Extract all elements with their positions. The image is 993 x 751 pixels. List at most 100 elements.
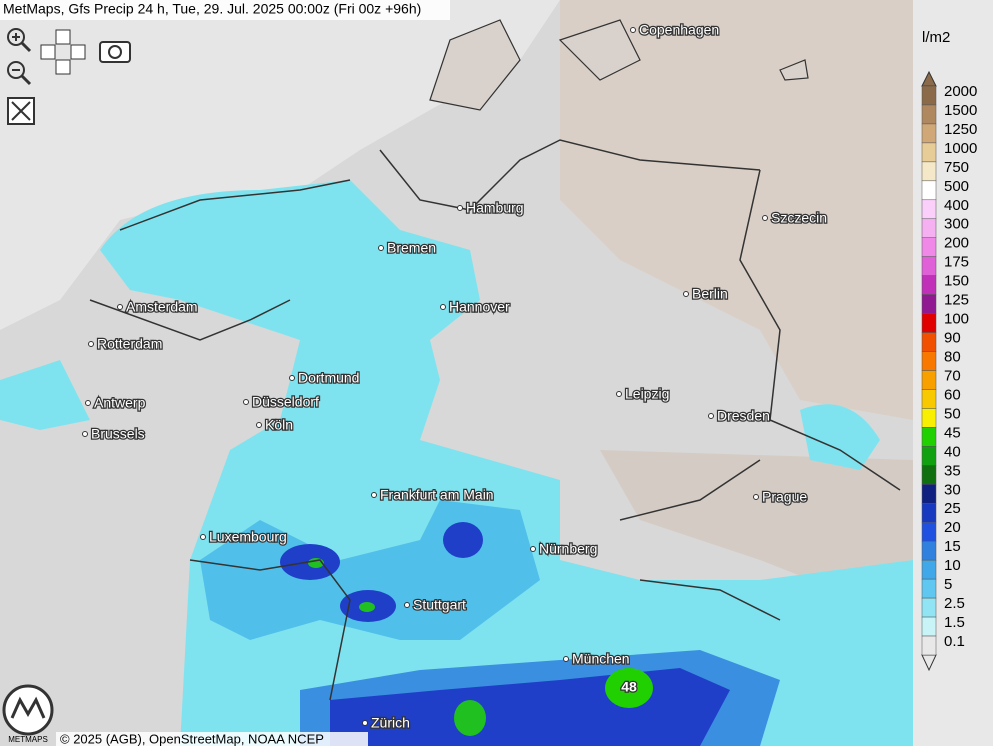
toolbar [7, 28, 131, 125]
precip-light [0, 360, 90, 430]
city-dot [289, 375, 295, 381]
city-dot [762, 215, 768, 221]
logo [2, 684, 54, 736]
legend-swatch [921, 370, 937, 390]
legend-label: 20 [944, 519, 961, 536]
city-dot [708, 413, 714, 419]
city-label: Frankfurt am Main [380, 487, 494, 503]
legend-label: 45 [944, 424, 961, 441]
legend-swatch [921, 578, 937, 599]
legend-swatch [921, 218, 937, 238]
legend-label: 300 [944, 216, 969, 233]
legend-label: 15 [944, 538, 961, 555]
legend-label: 90 [944, 330, 961, 347]
legend-label: 50 [944, 405, 961, 422]
legend-swatch [921, 256, 937, 276]
legend-swatch [921, 389, 937, 409]
city-dot [82, 431, 88, 437]
legend-swatch [921, 180, 937, 201]
logo-mark [10, 696, 46, 719]
legend-swatch [921, 313, 937, 333]
city-dot [117, 304, 123, 310]
city-label: Prague [762, 489, 807, 505]
precip-core [454, 700, 486, 736]
legend-swatch [921, 104, 937, 125]
legend-label: 1000 [944, 140, 977, 157]
pan[interactable] [40, 29, 86, 75]
city-label: Hannover [449, 299, 510, 315]
precip-core [605, 668, 653, 708]
legend-label: 30 [944, 481, 961, 498]
legend-swatch [921, 635, 937, 656]
city-label: Zürich [371, 715, 410, 731]
city-label: Dresden [717, 408, 770, 424]
screenshot[interactable] [99, 41, 131, 63]
city-dot [530, 546, 536, 552]
legend-label: 5 [944, 576, 952, 593]
legend-swatch [921, 85, 937, 106]
city-dot [753, 494, 759, 500]
precip-core [359, 602, 375, 612]
city-label: Stuttgart [413, 597, 466, 613]
legend-swatch [921, 237, 937, 257]
legend-label: 2000 [944, 83, 977, 100]
city-label: München [572, 651, 630, 667]
peak-label: 48 [621, 679, 637, 695]
precip-cell [443, 522, 483, 558]
legend-swatch [921, 332, 937, 352]
legend-swatch [921, 142, 937, 163]
city-label: Leipzig [625, 386, 669, 402]
city-label: Düsseldorf [252, 394, 319, 410]
city-dot [85, 400, 91, 406]
city-label: Nürnberg [539, 541, 597, 557]
city-dot [630, 27, 636, 33]
city-dot [362, 720, 368, 726]
legend-swatch [921, 408, 937, 428]
legend-swatch [921, 275, 937, 295]
fullscreen[interactable] [7, 97, 35, 125]
legend-swatch [921, 465, 937, 485]
legend-unit: l/m2 [922, 29, 950, 46]
city-dot [243, 399, 249, 405]
zoom-in[interactable] [7, 28, 32, 53]
copyright: © 2025 (AGB), OpenStreetMap, NOAA NCEP [60, 731, 324, 746]
legend-label: 500 [944, 178, 969, 195]
city-label: Köln [265, 417, 293, 433]
legend-label: 100 [944, 311, 969, 328]
legend-label: 80 [944, 349, 961, 366]
legend-label: 35 [944, 462, 961, 479]
legend-swatch [921, 616, 937, 637]
zoom-out[interactable] [7, 61, 32, 86]
legend-swatch [921, 521, 937, 542]
legend-swatch [921, 484, 937, 504]
legend-label: 40 [944, 443, 961, 460]
city-label: Dortmund [298, 370, 359, 386]
legend-label: 10 [944, 557, 961, 574]
legend-label: 25 [944, 500, 961, 517]
city-label: Szczecin [771, 210, 827, 226]
legend-swatch [921, 427, 937, 447]
city-label: Luxembourg [209, 529, 287, 545]
city-dot [371, 492, 377, 498]
city-label: Bremen [387, 240, 436, 256]
terrain [560, 0, 913, 420]
city-dot [683, 291, 689, 297]
city-label: Brussels [91, 426, 145, 442]
title-bg [0, 0, 450, 20]
legend-label: 125 [944, 292, 969, 309]
legend-label: 750 [944, 159, 969, 176]
legend-label: 200 [944, 235, 969, 252]
sea [0, 0, 560, 330]
city-dot [88, 341, 94, 347]
coast [429, 19, 809, 111]
city-label: Berlin [692, 286, 728, 302]
copyright-bg [56, 732, 368, 746]
city-label: Amsterdam [126, 299, 198, 315]
legend-label: 175 [944, 254, 969, 271]
city-label: Antwerp [94, 395, 146, 411]
precip-light [800, 404, 880, 470]
legend-label: 1250 [944, 121, 977, 138]
city-label: Copenhagen [639, 22, 719, 38]
city-dot [404, 602, 410, 608]
